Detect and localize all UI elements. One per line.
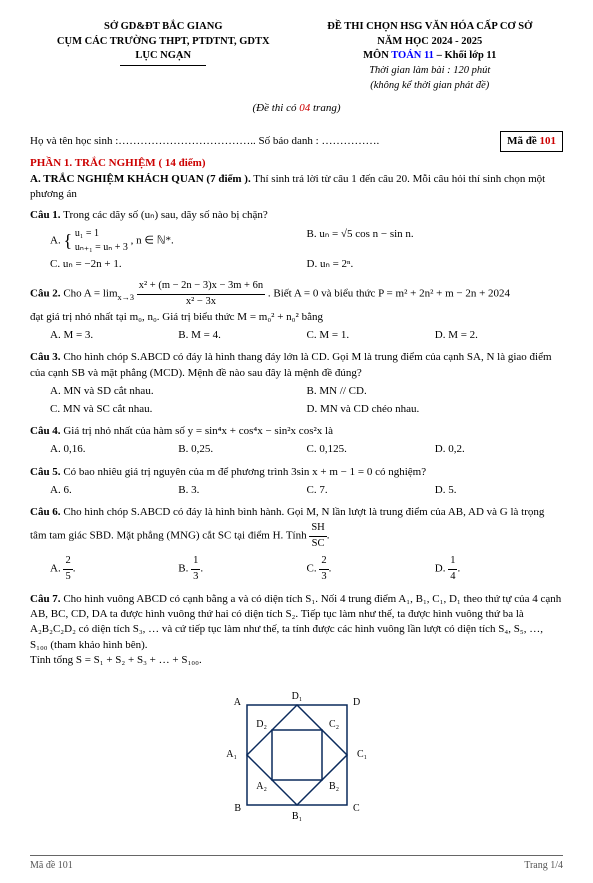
q3-label: Câu 3. xyxy=(30,351,61,363)
q6-opt-B: B. 13. xyxy=(178,553,306,585)
question-3: Câu 3. Cho hình chóp S.ABCD có đáy là hì… xyxy=(30,350,563,418)
q2-text-line2: đạt giá trị nhỏ nhất tại m₀, n₀. Giá trị… xyxy=(30,310,563,325)
lbl-C2: C₂ xyxy=(329,719,339,730)
q3-opt-C: C. MN và SC cắt nhau. xyxy=(50,401,307,418)
nested-squares-diagram: A D B C D₁ C₁ B₁ A₁ D₂ C₂ A₂ B₂ xyxy=(217,675,377,835)
q2-opt-B: B. M = 4. xyxy=(178,327,306,344)
exam-time-note: (không kể thời gian phát đề) xyxy=(297,79,564,94)
q5-opt-C: C. 7. xyxy=(307,482,435,499)
lbl-B: B xyxy=(234,803,241,814)
question-1: Câu 1. Trong các dãy số (uₙ) sau, dãy số… xyxy=(30,208,563,273)
q6-opt-A: A. 25. xyxy=(50,553,178,585)
issuer-block: SỞ GD&ĐT BẮC GIANG CỤM CÁC TRƯỜNG THPT, … xyxy=(30,20,297,93)
lbl-B2: B₂ xyxy=(329,781,339,792)
issuer-line-2: CỤM CÁC TRƯỜNG THPT, PTDTNT, GDTX xyxy=(30,35,297,50)
exam-title-3: MÔN TOÁN 11 – Khối lớp 11 xyxy=(297,49,564,64)
issuer-line-3: LỤC NGẠN xyxy=(30,49,297,66)
exam-title-block: ĐỀ THI CHỌN HSG VĂN HÓA CẤP CƠ SỞ NĂM HỌ… xyxy=(297,20,564,93)
q5-opt-A: A. 6. xyxy=(50,482,178,499)
q6-opt-D: D. 14. xyxy=(435,553,563,585)
q3-opt-D: D. MN và CD chéo nhau. xyxy=(307,401,564,418)
q7-label: Câu 7. xyxy=(30,593,61,605)
question-7: Câu 7. Cho hình vuông ABCD có cạnh bằng … xyxy=(30,592,563,669)
exam-header: SỞ GD&ĐT BẮC GIANG CỤM CÁC TRƯỜNG THPT, … xyxy=(30,20,563,93)
q5-text: Có bao nhiêu giá trị nguyên của m để phư… xyxy=(61,466,427,478)
q2-opt-A: A. M = 3. xyxy=(50,327,178,344)
issuer-line-1: SỞ GD&ĐT BẮC GIANG xyxy=(30,20,297,35)
q1-opt-B: B. uₙ = √5 cos n − sin n. xyxy=(307,226,564,256)
q2-opt-C: C. M = 1. xyxy=(307,327,435,344)
q4-opt-D: D. 0,2. xyxy=(435,441,563,458)
lbl-A: A xyxy=(233,697,241,708)
q6-label: Câu 6. xyxy=(30,506,61,518)
q1-opt-D: D. uₙ = 2ⁿ. xyxy=(307,256,564,273)
section-a-title: A. TRẮC NGHIỆM KHÁCH QUAN (7 điểm ). Thí… xyxy=(30,172,563,203)
lbl-A1: A₁ xyxy=(226,749,237,760)
q4-text: Giá trị nhỏ nhất của hàm số y = sin⁴x + … xyxy=(61,425,333,437)
q5-label: Câu 5. xyxy=(30,466,61,478)
q1-text: Trong các dãy số (uₙ) sau, dãy số nào bị… xyxy=(61,209,268,221)
footer-code: Mã đề 101 xyxy=(30,859,73,873)
question-4: Câu 4. Giá trị nhỏ nhất của hàm số y = s… xyxy=(30,424,563,459)
q4-label: Câu 4. xyxy=(30,425,61,437)
footer-page: Trang 1/4 xyxy=(524,859,563,873)
lbl-C1: C₁ xyxy=(357,749,367,760)
q6-text: Cho hình chóp S.ABCD có đáy là hình bình… xyxy=(30,506,544,541)
exam-title-1: ĐỀ THI CHỌN HSG VĂN HÓA CẤP CƠ SỞ xyxy=(297,20,564,35)
lbl-D1: D₁ xyxy=(291,691,302,702)
q1-opt-C: C. uₙ = −2n + 1. xyxy=(50,256,307,273)
q3-opt-B: B. MN // CD. xyxy=(307,383,564,400)
q1-opt-A: A. { u₁ = 1 uₙ₊₁ = uₙ + 3 , n ∈ ℕ*. xyxy=(50,226,307,256)
question-5: Câu 5. Có bao nhiêu giá trị nguyên của m… xyxy=(30,465,563,500)
exam-title-2: NĂM HỌC 2024 - 2025 xyxy=(297,35,564,50)
q4-opt-A: A. 0,16. xyxy=(50,441,178,458)
lbl-D2: D₂ xyxy=(256,719,267,730)
lbl-B1: B₁ xyxy=(291,811,301,822)
section-part1-title: PHẦN 1. TRẮC NGHIỆM ( 14 điểm) xyxy=(30,156,563,171)
question-2: Câu 2. Cho A = limx→3 x² + (m − 2n − 3)x… xyxy=(30,279,563,344)
student-info-row: Họ và tên học sinh :……………………………….. Số bá… xyxy=(30,131,563,152)
exam-code-box: Mã đề 101 xyxy=(500,131,563,152)
q2-label: Câu 2. xyxy=(30,288,61,300)
lbl-C: C xyxy=(353,803,360,814)
q6-opt-C: C. 23. xyxy=(307,553,435,585)
q3-text: Cho hình chóp S.ABCD có đáy là hình than… xyxy=(30,351,552,378)
q4-opt-C: C. 0,125. xyxy=(307,441,435,458)
q5-opt-B: B. 3. xyxy=(178,482,306,499)
q3-opt-A: A. MN và SD cắt nhau. xyxy=(50,383,307,400)
q2-opt-D: D. M = 2. xyxy=(435,327,563,344)
q7-text: Cho hình vuông ABCD có cạnh bằng a và có… xyxy=(30,593,561,651)
exam-time: Thời gian làm bài : 120 phút xyxy=(297,64,564,79)
inner-square xyxy=(272,730,322,780)
lbl-A2: A₂ xyxy=(256,781,267,792)
question-6: Câu 6. Cho hình chóp S.ABCD có đáy là hì… xyxy=(30,505,563,585)
page-count-note: (Đề thi có 04 trang) xyxy=(30,101,563,116)
student-name-line: Họ và tên học sinh :……………………………….. Số bá… xyxy=(30,134,379,149)
q4-opt-B: B. 0,25. xyxy=(178,441,306,458)
lbl-D: D xyxy=(353,697,360,708)
q5-opt-D: D. 5. xyxy=(435,482,563,499)
page-footer: Mã đề 101 Trang 1/4 xyxy=(30,855,563,873)
q1-label: Câu 1. xyxy=(30,209,61,221)
q7-text2: Tính tổng S = S₁ + S₂ + S₃ + … + S₁₀₀. xyxy=(30,653,563,668)
